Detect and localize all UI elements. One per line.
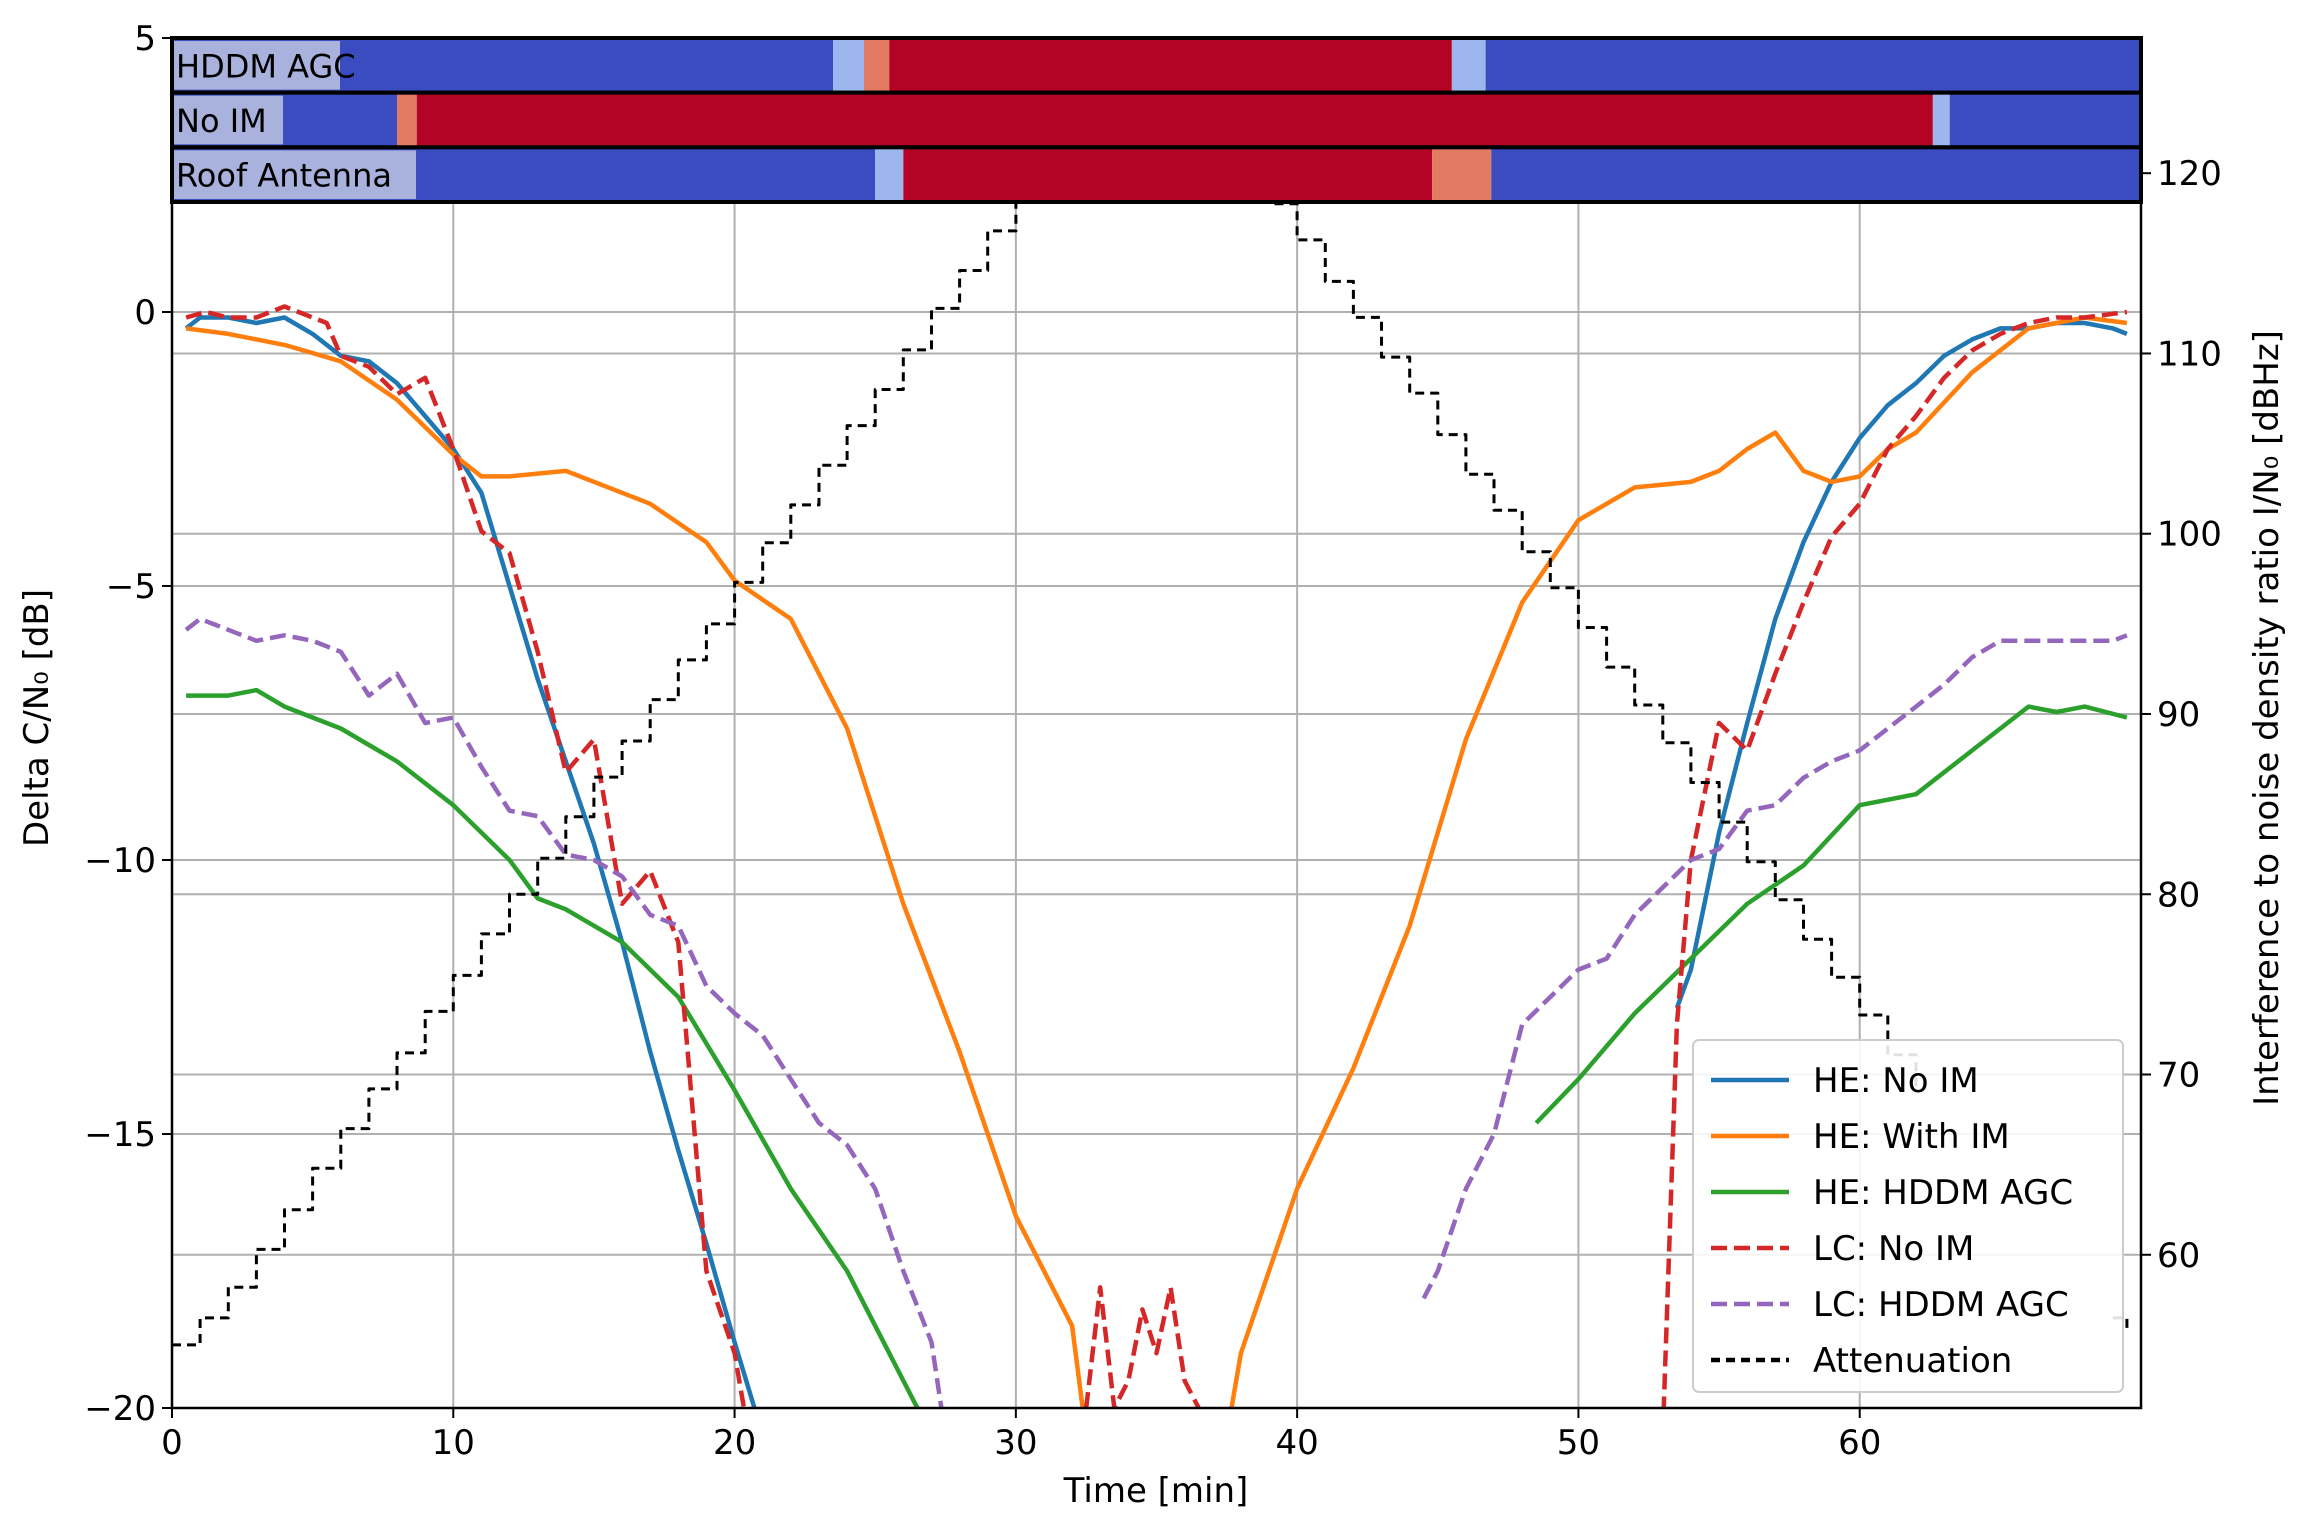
strip-label-bg (174, 150, 416, 199)
series-line-he-no-im (184, 315, 757, 1408)
strip-segment (1949, 92, 2141, 148)
strip-heatmap: HDDM AGC No IM Roof Antenna (170, 36, 2143, 204)
legend-label: HE: HDDM AGC (1813, 1173, 2073, 1213)
y-tick-label-right: 70 (2157, 1056, 2200, 1096)
y-tick-label-left: −15 (84, 1115, 156, 1155)
y-tick-label-left: −5 (106, 567, 156, 607)
series-line-he-with-im (185, 326, 1085, 1408)
x-tick-label: 0 (161, 1423, 183, 1463)
y-tick-label-right: 120 (2157, 154, 2222, 194)
series-line-he-hddm-agc (1534, 704, 2128, 1125)
series-line-he-with-im (1229, 315, 2128, 1408)
legend-box (1692, 1039, 2124, 1393)
x-tick-label: 10 (432, 1423, 475, 1463)
strip-segment (863, 38, 890, 93)
y-tick-label-right: 100 (2157, 515, 2222, 555)
strip-segment (1432, 147, 1492, 202)
y-axis-label-right: Interference to noise density ratio I/N₀… (2247, 330, 2287, 1106)
series-line-lc-no-im (185, 304, 747, 1408)
strip-label: Roof Antenna (176, 157, 392, 195)
y-tick-label-right: 80 (2157, 875, 2200, 915)
strip-segment (397, 92, 417, 148)
x-tick-label: 50 (1557, 1423, 1600, 1463)
strip-segment (1932, 92, 1950, 148)
y-tick-label-right: 110 (2157, 334, 2222, 374)
legend-label: HE: With IM (1813, 1117, 2010, 1157)
series-line-he-hddm-agc (186, 687, 920, 1408)
series-line-lc-hddm-agc (1421, 633, 2128, 1300)
strip-segment (1451, 38, 1486, 93)
legend: HE: No IM HE: With IM HE: HDDM AGC LC: No I… (1692, 1039, 2124, 1393)
y-tick-label-right: 60 (2157, 1236, 2200, 1276)
y-tick-label-left: 5 (134, 19, 156, 59)
y-tick-label-left: 0 (134, 293, 156, 333)
x-tick-label: 40 (1276, 1423, 1319, 1463)
strip-label: No IM (176, 102, 267, 140)
legend-label: HE: No IM (1813, 1061, 1979, 1101)
series-line-lc-hddm-agc (184, 616, 944, 1408)
axis-layer: 0 10 20 30 40 50 60 0 −5 −10 −15 −20 5 60 70 80 90 100 110… (84, 19, 2222, 1463)
series-line-lc-no-im (1083, 1285, 1201, 1408)
y-tick-label-right: 90 (2157, 695, 2200, 735)
strip-label-bg (174, 41, 340, 90)
series-line-attenuation (172, 202, 1918, 1347)
legend-label: LC: No IM (1813, 1229, 1974, 1269)
series-line-lc-no-im (1661, 309, 2128, 1408)
x-axis-label: Time [min] (1063, 1471, 1249, 1511)
strip-segment (875, 147, 904, 202)
x-tick-label: 30 (994, 1423, 1037, 1463)
strip-segment (1485, 38, 2141, 93)
y-axis-label-left: Delta C/N₀ [dB] (17, 589, 57, 847)
series-layer (172, 202, 2129, 1408)
strip-segment (889, 38, 1452, 93)
y-tick-label-left: −20 (84, 1389, 156, 1429)
strip-label: HDDM AGC (176, 47, 356, 85)
strip-segment (1491, 147, 2141, 202)
plot-frame (170, 36, 2143, 1410)
strip-segment (833, 38, 864, 93)
y-tick-label-left: −10 (84, 841, 156, 881)
strip-label-bg (174, 95, 283, 145)
legend-label: LC: HDDM AGC (1813, 1285, 2069, 1325)
x-tick-label: 20 (713, 1423, 756, 1463)
x-tick-label: 60 (1838, 1423, 1881, 1463)
legend-label: Attenuation (1813, 1341, 2012, 1381)
strip-segment (903, 147, 1433, 202)
strip-segment (416, 92, 1933, 148)
